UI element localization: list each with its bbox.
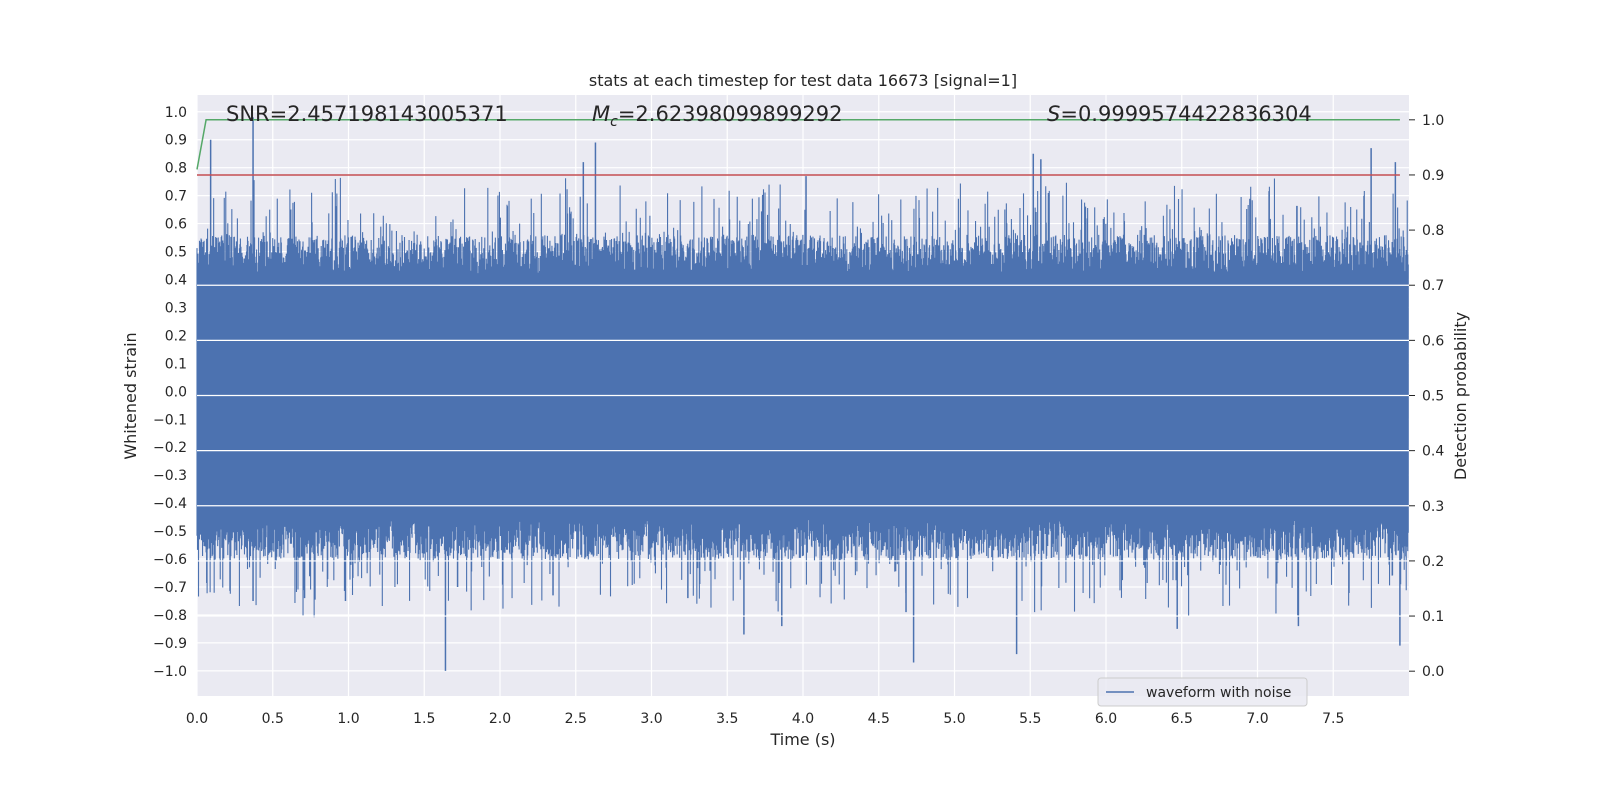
x-tick-label: 3.0 — [640, 711, 662, 727]
y-tick-label: 1.0 — [165, 105, 187, 121]
legend-label: waveform with noise — [1146, 685, 1291, 701]
legend: waveform with noise — [1097, 677, 1308, 707]
chirp-mass-subscript: c — [610, 114, 618, 130]
score-symbol: S — [1047, 102, 1060, 126]
y-tick-label: 0.3 — [165, 300, 187, 316]
chart-title: stats at each timestep for test data 166… — [589, 71, 1017, 90]
x-tick-label: 7.5 — [1322, 711, 1344, 727]
y-tick-label: 0.9 — [165, 133, 187, 149]
y2-axis-label: Detection probability — [1451, 312, 1470, 480]
y-tick-label: 0.4 — [165, 272, 187, 288]
y2-tick-label: 0.0 — [1422, 664, 1444, 680]
score-annotation: S=0.9999574422836304 — [1047, 102, 1312, 126]
y2-tick-label: 0.4 — [1422, 444, 1444, 460]
chirp-mass-symbol: M — [592, 102, 610, 126]
y-tick-label: −0.1 — [153, 412, 187, 428]
y-tick-label: 0.8 — [165, 161, 187, 177]
detection-probability-line — [196, 119, 1400, 170]
x-tick-label: 0.5 — [262, 711, 284, 727]
x-tick-label: 1.0 — [337, 711, 359, 727]
y-tick-label: −0.2 — [153, 440, 187, 456]
y-tick-label: 0.2 — [165, 328, 187, 344]
chirp-mass-value: =2.62398099899292 — [618, 102, 843, 126]
x-tick-label: 0.0 — [186, 711, 208, 727]
y2-tick-label: 0.6 — [1422, 333, 1444, 349]
x-tick-label: 5.0 — [943, 711, 965, 727]
y2-tick-label: 0.3 — [1422, 499, 1444, 515]
x-tick-label: 5.5 — [1019, 711, 1041, 727]
x-tick-label: 6.5 — [1171, 711, 1193, 727]
y2-tick-label: 1.0 — [1422, 113, 1444, 129]
y-tick-label: 0.7 — [165, 189, 187, 205]
y-tick-label: −0.5 — [153, 524, 187, 540]
y-tick-label: −0.3 — [153, 468, 187, 484]
y-tick-label: 0.5 — [165, 245, 187, 261]
y-tick-label: −0.4 — [153, 496, 187, 512]
y2-tick-label: 0.9 — [1422, 168, 1444, 184]
y-tick-label: 0.6 — [165, 217, 187, 233]
x-tick-label: 6.0 — [1095, 711, 1117, 727]
y2-axis-ticks: 1.0 0.9 0.8 0.7 0.6 0.5 0.4 0.3 0.2 0.1 0.0 — [1409, 113, 1444, 680]
x-axis-label: Time (s) — [769, 730, 835, 749]
y-tick-label: −0.8 — [153, 608, 187, 624]
y-tick-label: −0.7 — [153, 580, 187, 596]
x-tick-label: 2.5 — [565, 711, 587, 727]
y-axis-ticks: 1.0 0.9 0.8 0.7 0.6 0.5 0.4 0.3 0.2 0.1 0.0 −0.1 −0.… — [153, 105, 187, 680]
x-axis-ticks: 0.0 0.5 1.0 1.5 2.0 2.5 3.0 3.5 4.0 4.5 5.0 5.5 6.0 6… — [186, 711, 1345, 727]
chirp-mass-annotation: Mc=2.62398099899292 — [592, 102, 843, 130]
y2-tick-label: 0.7 — [1422, 278, 1444, 294]
x-tick-label: 7.0 — [1246, 711, 1268, 727]
snr-annotation: SNR=2.457198143005371 — [226, 102, 508, 126]
y-tick-label: 0.0 — [165, 384, 187, 400]
y2-tick-label: 0.1 — [1422, 609, 1444, 625]
legend-box — [1097, 677, 1308, 707]
waveform-trace — [196, 117, 1409, 671]
detection-probability-gridlines — [197, 284, 1409, 617]
x-tick-label: 1.5 — [413, 711, 435, 727]
y2-tick-label: 0.2 — [1422, 554, 1444, 570]
y-tick-label: −0.6 — [153, 552, 187, 568]
y-tick-label: 0.1 — [165, 356, 187, 372]
x-tick-label: 2.0 — [489, 711, 511, 727]
y-tick-label: −1.0 — [153, 664, 187, 680]
y2-tick-label: 0.8 — [1422, 223, 1444, 239]
x-tick-label: 3.5 — [716, 711, 738, 727]
x-tick-label: 4.5 — [868, 711, 890, 727]
score-value: =0.9999574422836304 — [1060, 102, 1311, 126]
x-tick-label: 4.0 — [792, 711, 814, 727]
y2-tick-label: 0.5 — [1422, 389, 1444, 405]
y-axis-label: Whitened strain — [121, 332, 140, 459]
y-tick-label: −0.9 — [153, 636, 187, 652]
